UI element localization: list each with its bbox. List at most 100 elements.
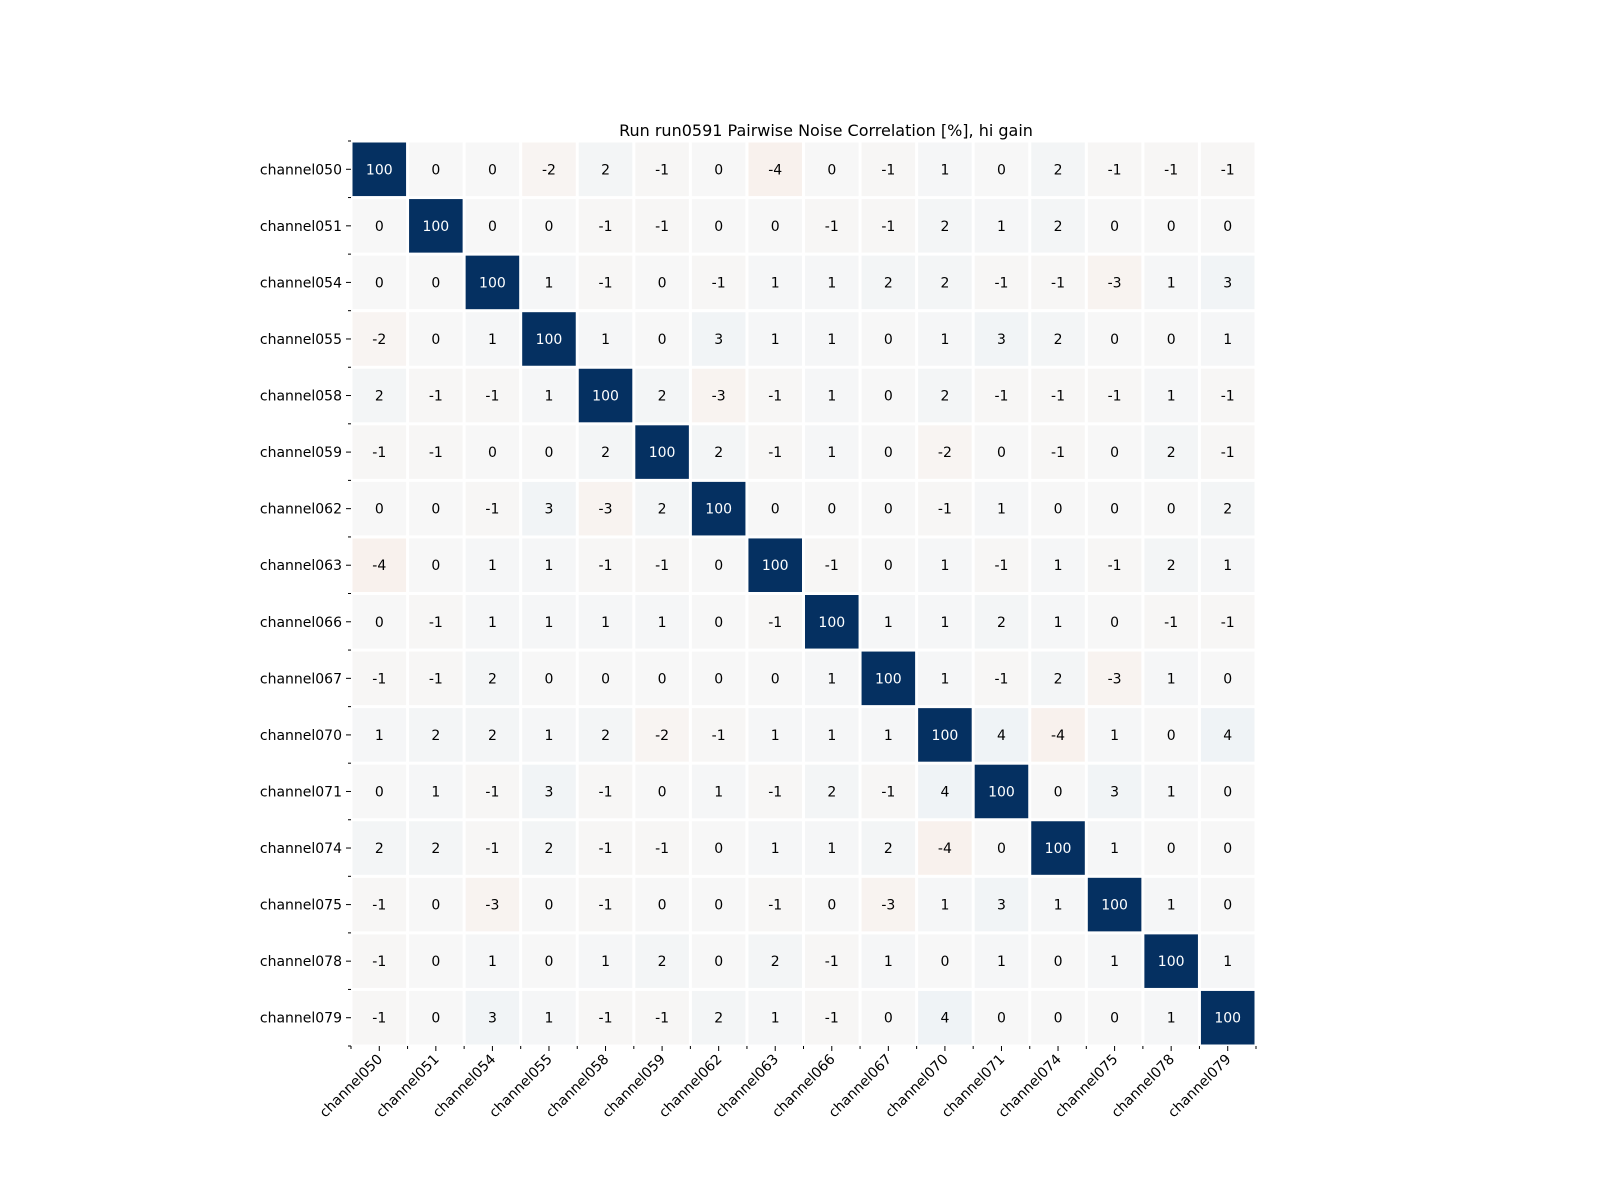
cell-value-label: -1	[938, 502, 952, 518]
cell-value-label: 1	[431, 784, 440, 800]
heatmap-cell	[522, 481, 576, 536]
cell-value-label: 0	[1167, 841, 1176, 857]
heatmap-cell	[974, 708, 1029, 762]
cell-value-label: 1	[1223, 954, 1232, 970]
heatmap-cell	[1144, 538, 1198, 592]
heatmap-cell	[748, 481, 802, 536]
cell-value-label: -1	[1051, 389, 1065, 405]
cell-value-label: 0	[884, 1011, 893, 1027]
cell-value-label: 100	[932, 728, 959, 744]
heatmap-cell	[522, 821, 576, 875]
cell-value-label: 0	[545, 671, 554, 687]
cell-value-label: -1	[599, 784, 613, 800]
heatmap-cell-labels: 100 0 0 -2 2 -1 0 -4 0 -1 1 0 2 -1 -1 -10 100 0 0 -1 -1 0 0 -1-…	[366, 162, 1241, 1026]
cell-value-label: 0	[431, 1011, 440, 1027]
heatmap-cell	[918, 425, 972, 479]
heatmap-cell	[861, 368, 916, 423]
cell-value-label: -1	[485, 389, 499, 405]
heatmap-cell	[918, 764, 972, 819]
cell-value-label: 2	[714, 445, 723, 461]
cell-value-label: 0	[601, 671, 610, 687]
cell-value-label: 0	[1054, 784, 1063, 800]
heatmap-cell	[409, 255, 463, 310]
cell-value-label: 0	[488, 162, 497, 178]
heatmap-cell	[635, 142, 689, 197]
heatmap-cell	[409, 708, 463, 762]
heatmap-cell	[352, 764, 407, 819]
heatmap-cell	[465, 368, 520, 423]
heatmap-cell	[1144, 312, 1198, 366]
cell-value-label: 2	[488, 671, 497, 687]
heatmap-cell	[635, 481, 689, 536]
cell-value-label: -4	[768, 162, 782, 178]
heatmap-cell	[522, 538, 576, 592]
heatmap-cell	[409, 877, 463, 932]
heatmap-cell	[1087, 877, 1142, 932]
heatmap-cell	[1087, 764, 1142, 819]
heatmap-cell	[352, 255, 407, 310]
cell-value-label: 0	[884, 332, 893, 348]
heatmap-cell	[578, 934, 633, 988]
heatmap-cell	[635, 821, 689, 875]
y-tick-label: channel055	[260, 332, 342, 348]
cell-value-label: 2	[601, 445, 610, 461]
heatmap-cell	[1031, 595, 1085, 649]
heatmap-cell	[918, 877, 972, 932]
cell-value-label: 0	[714, 898, 723, 914]
cell-value-label: 0	[658, 784, 667, 800]
cell-value-label: -3	[1108, 275, 1122, 291]
heatmap-cell	[1200, 877, 1255, 932]
heatmap-cell	[805, 651, 859, 706]
y-tick-label: channel078	[260, 954, 342, 970]
heatmap-cell	[1144, 934, 1198, 988]
cell-value-label: 2	[1167, 445, 1176, 461]
cell-value-label: -1	[994, 671, 1008, 687]
cell-value-label: -1	[429, 671, 443, 687]
heatmap-cell	[1087, 481, 1142, 536]
cell-value-label: -1	[485, 502, 499, 518]
cell-value-label: 0	[1167, 502, 1176, 518]
heatmap-cell	[691, 708, 746, 762]
heatmap-cell	[635, 538, 689, 592]
cell-value-label: 0	[375, 784, 384, 800]
heatmap-cell	[1200, 312, 1255, 366]
cell-value-label: 0	[431, 162, 440, 178]
heatmap-cell	[1031, 877, 1085, 932]
heatmap-cell	[578, 651, 633, 706]
y-tick-label: channel059	[260, 445, 342, 461]
heatmap-cell	[409, 425, 463, 479]
cell-value-label: 100	[1101, 898, 1128, 914]
cell-value-label: 0	[431, 898, 440, 914]
cell-value-label: 0	[771, 671, 780, 687]
cell-value-label: 0	[714, 954, 723, 970]
heatmap-cell	[1031, 764, 1085, 819]
heatmap-cell	[352, 877, 407, 932]
cell-value-label: 2	[375, 841, 384, 857]
heatmap-cell	[522, 425, 576, 479]
heatmap-cell	[691, 821, 746, 875]
cell-value-label: -1	[429, 389, 443, 405]
cell-value-label: 1	[1110, 841, 1119, 857]
heatmap-cell	[522, 934, 576, 988]
heatmap-cell	[409, 651, 463, 706]
cell-value-label: 0	[431, 558, 440, 574]
heatmap-cell	[918, 708, 972, 762]
heatmap-cell	[691, 368, 746, 423]
cell-value-label: 1	[771, 332, 780, 348]
cell-value-label: -1	[485, 841, 499, 857]
cell-value-label: 0	[658, 898, 667, 914]
cell-value-label: 1	[1167, 1011, 1176, 1027]
heatmap-cell	[522, 651, 576, 706]
cell-value-label: 1	[940, 162, 949, 178]
chart-title: Run run0591 Pairwise Noise Correlation […	[619, 121, 1033, 140]
cell-value-label: -4	[1051, 728, 1065, 744]
cell-value-label: 1	[1223, 332, 1232, 348]
y-tick-label: channel063	[260, 558, 342, 574]
heatmap-cell	[805, 481, 859, 536]
heatmap-cell	[409, 764, 463, 819]
heatmap-cell	[1200, 368, 1255, 423]
cell-value-label: 3	[1110, 784, 1119, 800]
cell-value-label: -1	[655, 1011, 669, 1027]
heatmap-cell	[691, 651, 746, 706]
cell-value-label: -2	[372, 332, 386, 348]
